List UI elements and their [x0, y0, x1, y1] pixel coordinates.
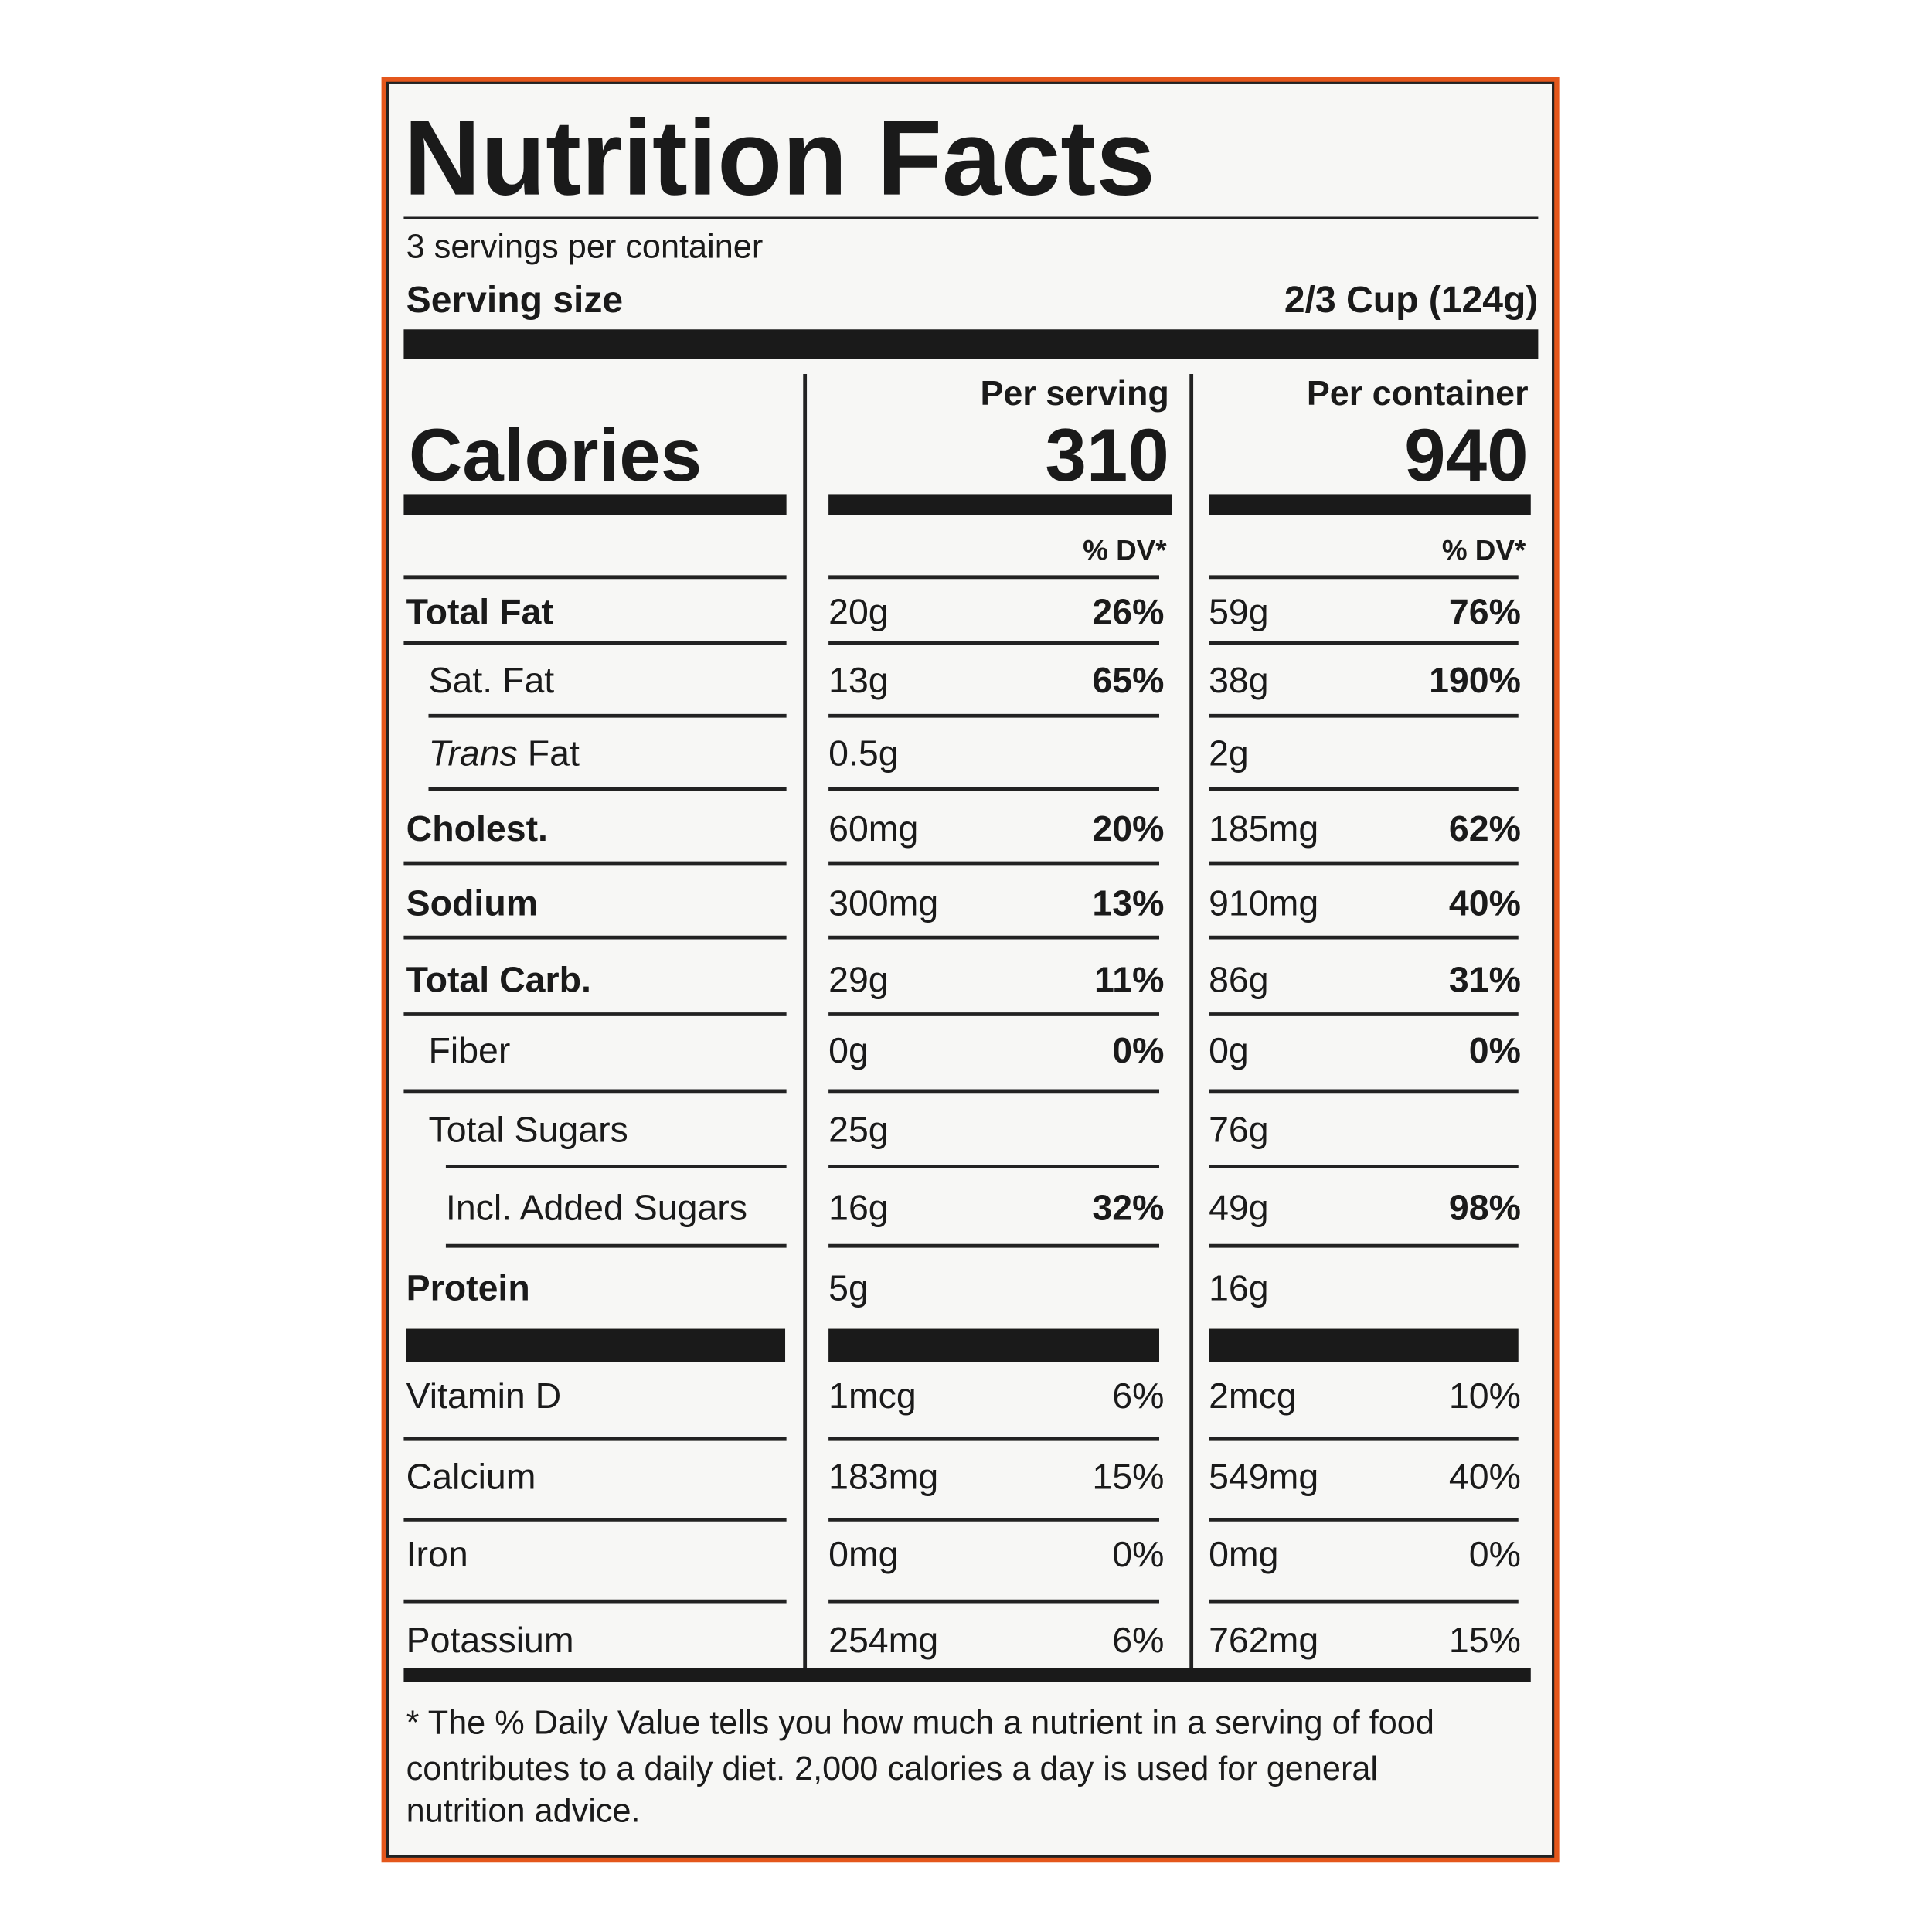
- footnote-line: * The % Daily Value tells you how much a…: [406, 1705, 1434, 1742]
- row-label: Total Carb.: [406, 960, 591, 1000]
- row-label: Total Sugars: [428, 1110, 628, 1150]
- amount: 0.5g: [828, 733, 898, 773]
- amount: 1mcg: [828, 1376, 917, 1416]
- calories-value: 310: [1045, 414, 1168, 497]
- amount: 59g: [1209, 592, 1269, 632]
- daily-value: 32%: [1092, 1188, 1164, 1228]
- dv-header: % DV*: [1442, 534, 1526, 566]
- amount: 0g: [1209, 1030, 1249, 1070]
- amount: 0mg: [1209, 1534, 1278, 1574]
- daily-value: 6%: [1112, 1620, 1164, 1660]
- daily-value: 6%: [1112, 1376, 1164, 1416]
- dv-header: % DV*: [1083, 534, 1167, 566]
- row-label: Vitamin D: [406, 1376, 562, 1416]
- amount: 2g: [1209, 733, 1249, 773]
- daily-value: 190%: [1429, 660, 1521, 700]
- amount: 5g: [828, 1268, 869, 1308]
- amount: 60mg: [828, 808, 918, 849]
- daily-value: 0%: [1469, 1534, 1521, 1574]
- amount: 0g: [828, 1030, 869, 1070]
- amount: 16g: [828, 1188, 889, 1228]
- amount: 762mg: [1209, 1620, 1318, 1660]
- row-label: Calcium: [406, 1456, 536, 1496]
- amount: 910mg: [1209, 883, 1318, 923]
- amount: 20g: [828, 592, 889, 632]
- column-header: Per serving: [980, 373, 1168, 413]
- thick-bar: [828, 1328, 1159, 1362]
- daily-value: 15%: [1092, 1456, 1164, 1496]
- row-label: Sat. Fat: [428, 660, 554, 700]
- footnote-line: contributes to a daily diet. 2,000 calor…: [406, 1750, 1378, 1787]
- row-label: Iron: [406, 1534, 468, 1574]
- row-label-italic: Trans: [428, 733, 517, 773]
- daily-value: 26%: [1092, 592, 1164, 632]
- daily-value: 13%: [1092, 883, 1164, 923]
- row-label: Incl. Added Sugars: [446, 1188, 747, 1228]
- row-label: Sodium: [406, 883, 538, 923]
- serving-size-label: Serving size: [406, 279, 624, 321]
- daily-value: 62%: [1449, 808, 1521, 849]
- daily-value: 20%: [1092, 808, 1164, 849]
- daily-value: 31%: [1449, 960, 1521, 1000]
- thick-bar: [403, 1668, 1531, 1682]
- row-label: Total Fat: [406, 592, 553, 632]
- calories-label: Calories: [409, 414, 702, 497]
- thick-bar: [1209, 494, 1531, 515]
- amount: 183mg: [828, 1456, 938, 1496]
- thick-bar: [1209, 1328, 1519, 1362]
- daily-value: 11%: [1094, 960, 1164, 1000]
- row-label: Cholest.: [406, 808, 548, 849]
- servings: 3 servings per container: [406, 228, 764, 265]
- row-label: Fiber: [428, 1030, 510, 1070]
- daily-value: 0%: [1112, 1030, 1164, 1070]
- amount: 76g: [1209, 1110, 1269, 1150]
- amount: 2mcg: [1209, 1376, 1297, 1416]
- amount: 86g: [1209, 960, 1269, 1000]
- thick-bar: [403, 329, 1539, 359]
- amount: 29g: [828, 960, 889, 1000]
- row-label: Protein: [406, 1268, 530, 1308]
- daily-value: 98%: [1449, 1188, 1521, 1228]
- daily-value: 65%: [1092, 660, 1164, 700]
- amount: 185mg: [1209, 808, 1318, 849]
- daily-value: 0%: [1469, 1030, 1521, 1070]
- amount: 254mg: [828, 1620, 938, 1660]
- title: Nutrition Facts: [403, 99, 1155, 218]
- daily-value: 40%: [1449, 883, 1521, 923]
- column-header: Per container: [1307, 373, 1529, 413]
- calories-value: 940: [1404, 414, 1528, 497]
- footnote-line: nutrition advice.: [406, 1792, 641, 1829]
- daily-value: 76%: [1449, 592, 1521, 632]
- row-label: Potassium: [406, 1620, 574, 1660]
- amount: 300mg: [828, 883, 938, 923]
- thick-bar: [828, 494, 1172, 515]
- daily-value: 15%: [1449, 1620, 1521, 1660]
- daily-value: 40%: [1449, 1456, 1521, 1496]
- daily-value: 0%: [1112, 1534, 1164, 1574]
- thick-bar: [403, 494, 787, 515]
- row-label: Trans Fat: [428, 733, 579, 773]
- amount: 25g: [828, 1110, 889, 1150]
- amount: 49g: [1209, 1188, 1269, 1228]
- daily-value: 10%: [1449, 1376, 1521, 1416]
- amount: 0mg: [828, 1534, 898, 1574]
- amount: 13g: [828, 660, 889, 700]
- serving-size-value: 2/3 Cup (124g): [1284, 279, 1539, 321]
- row-label-rest: Fat: [518, 733, 580, 773]
- label-panel: [386, 81, 1555, 1858]
- amount: 38g: [1209, 660, 1269, 700]
- amount: 16g: [1209, 1268, 1269, 1308]
- amount: 549mg: [1209, 1456, 1318, 1496]
- thick-bar: [406, 1328, 786, 1362]
